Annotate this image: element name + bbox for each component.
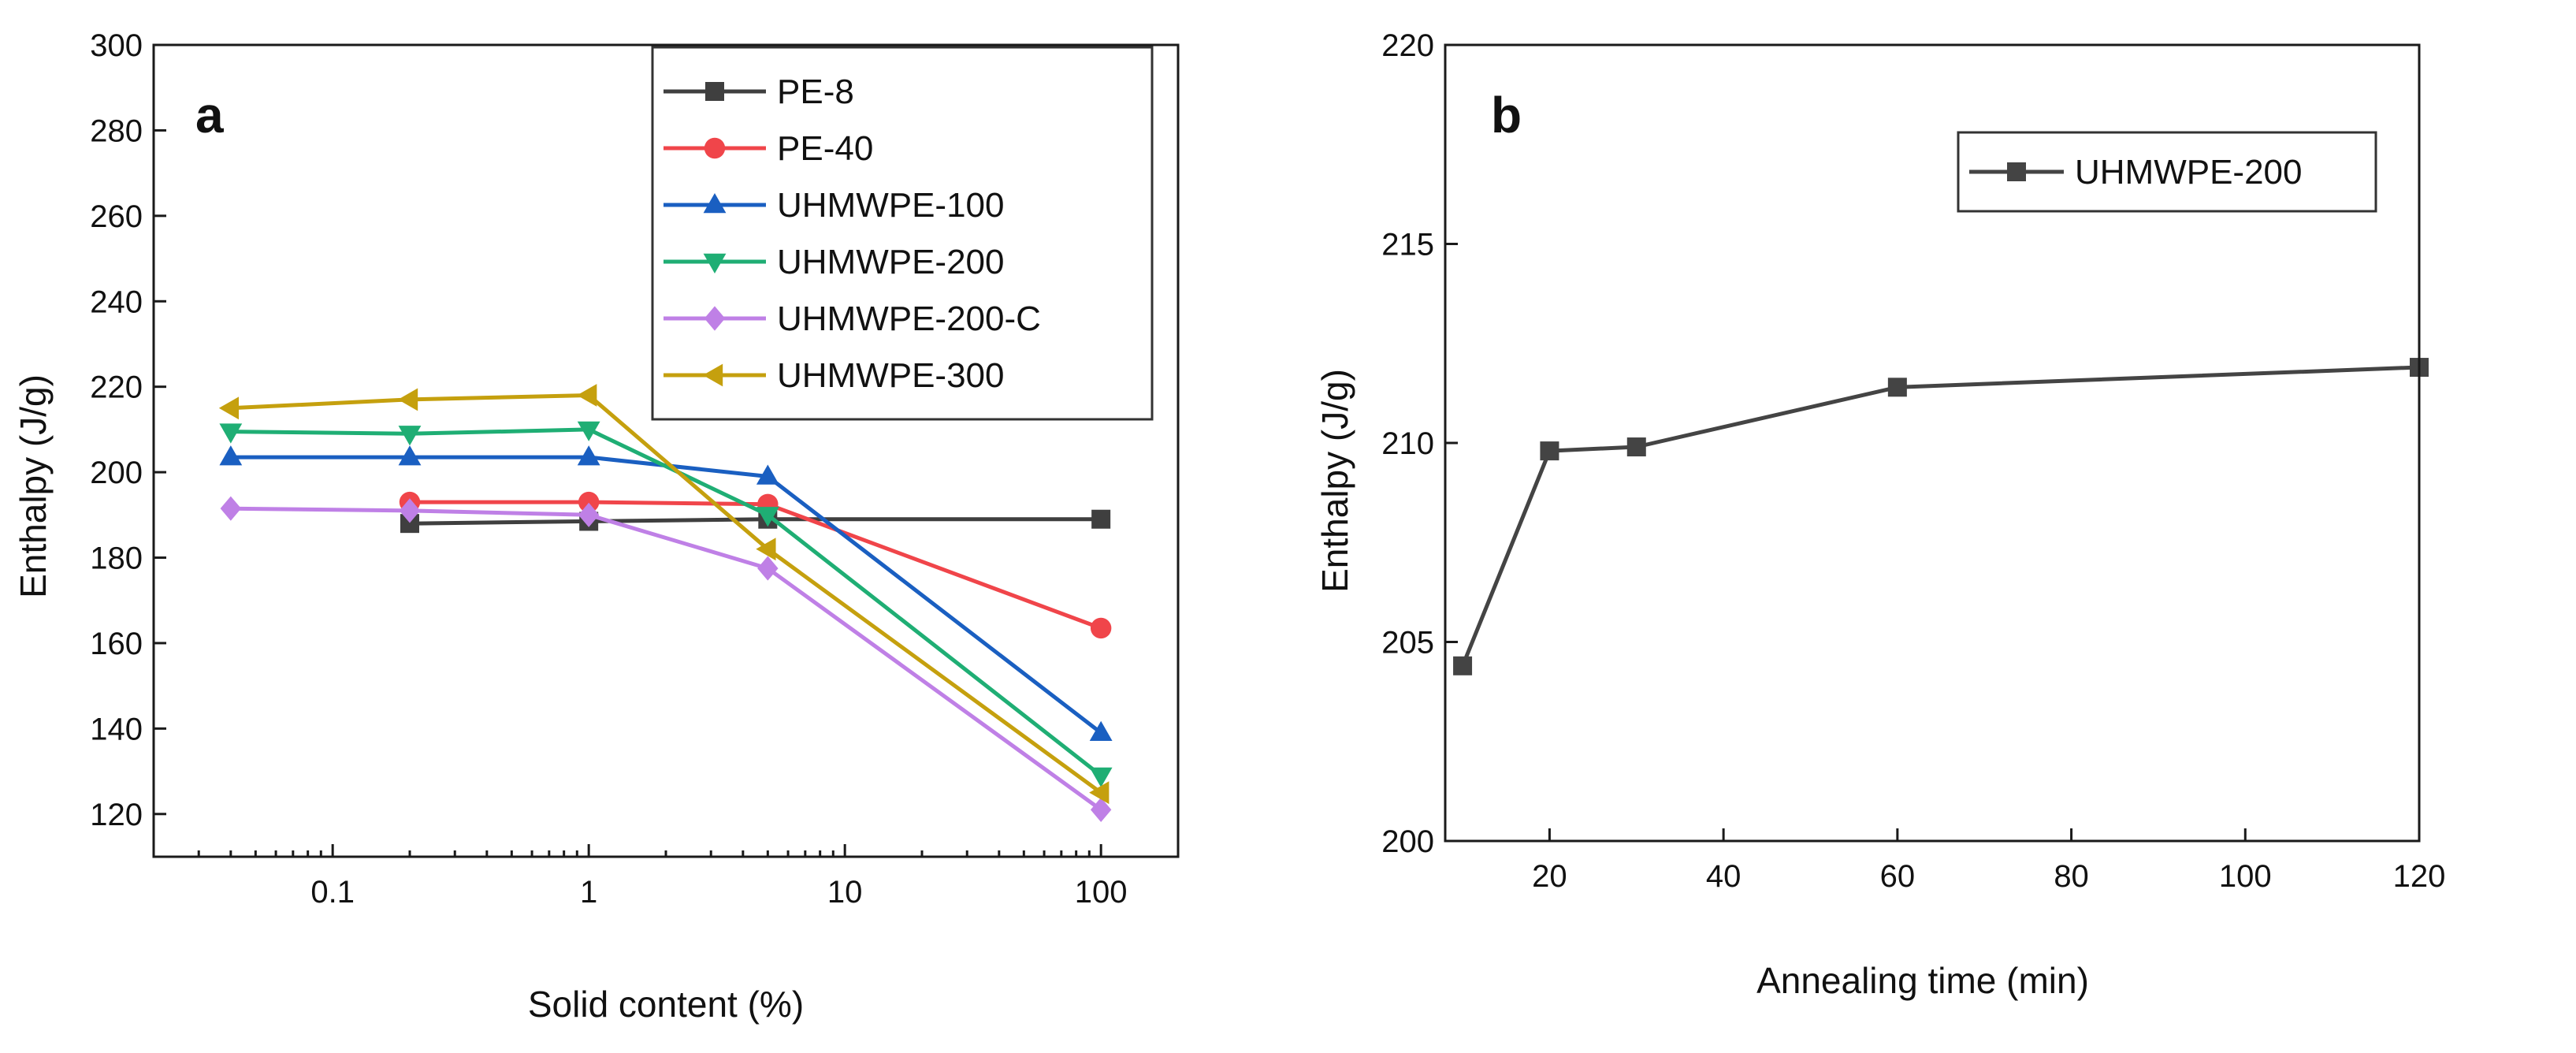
panel-a-x-tick-label: 100	[1075, 875, 1128, 910]
panel-a-series-uhmwpe-300-point	[398, 388, 418, 411]
panel-b-x-tick-label: 100	[2219, 859, 2272, 894]
panel-a-y-tick-label: 160	[90, 627, 143, 661]
panel-a-series-pe-40-line	[410, 500, 1102, 631]
panel-a-ticks: 0.1 1 10 100 120 140 160 180 200 220 240 260 280 300	[90, 28, 1127, 910]
panel-a-series-uhmwpe-100-point	[1089, 720, 1113, 741]
panel-a-legend-pe-8-label: PE-8	[777, 73, 854, 111]
panel-a-series-pe-8-point	[1091, 509, 1111, 529]
panel-a-series-uhmwpe-300-point	[1089, 781, 1110, 805]
panel-b-x-axis-label: Annealing time (min)	[1756, 960, 2089, 1001]
panel-a-x-tick-label: 10	[827, 875, 863, 910]
panel-a-legend-uhmwpe-200-marker	[703, 253, 727, 273]
panel-a-series-uhmwpe-200-point	[219, 423, 243, 444]
panel-a-y-tick-label: 220	[90, 370, 143, 405]
panel-a-series-uhmwpe-300-point	[218, 396, 240, 420]
panel-a-y-tick-label: 120	[90, 798, 143, 832]
panel-b-series-uhmwpe-200-point	[1453, 656, 1473, 675]
panel-a-legend-pe-40-label: PE-40	[777, 129, 873, 168]
panel-a-legend-uhmwpe-200-c-marker	[704, 306, 726, 331]
panel-a-series-uhmwpe-200-c-point	[399, 498, 421, 523]
panel-a-series-uhmwpe-300-point	[577, 384, 597, 407]
panel-b-x-tick-label: 40	[1706, 859, 1741, 894]
panel-a-letter: a	[195, 87, 224, 143]
panel-b-x-tick-label: 120	[2393, 859, 2446, 894]
panel-b-x-tick-label: 80	[2054, 859, 2089, 894]
panel-b-legend-uhmwpe-200-marker	[2007, 162, 2026, 181]
panel-b-y-axis-label: Enthalpy (J/g)	[1314, 369, 1355, 593]
panel-a-series-uhmwpe-200-point	[577, 421, 600, 441]
panel-b-x-tick-label: 60	[1880, 859, 1916, 894]
panel-a-series-uhmwpe-300-point	[756, 538, 776, 561]
panel-b-x-tick-label: 20	[1532, 859, 1567, 894]
panel-a-y-tick-label: 260	[90, 199, 143, 234]
panel-a-series-uhmwpe-100-point	[398, 445, 422, 466]
panel-a-series-uhmwpe-200-c-point	[578, 502, 600, 527]
panel-a-legend-uhmwpe-100-label: UHMWPE-100	[777, 186, 1005, 225]
panel-a-x-tick-label: 0.1	[310, 875, 355, 910]
panel-a-legend-uhmwpe-200-c-label: UHMWPE-200-C	[777, 300, 1041, 338]
panel-a-series-uhmwpe-100-point	[756, 464, 779, 485]
panel-a-legend-uhmwpe-100-marker	[703, 193, 727, 214]
panel-a-legend-pe-8-marker	[705, 82, 724, 101]
panel-a-series-uhmwpe-200-c-point	[1090, 797, 1112, 822]
panel-b-ticks: 20 40 60 80 100 120 200 205 210 215 220	[1381, 28, 2445, 894]
panel-a-legend-pe-40-marker	[704, 137, 726, 159]
panel-a-series-layer	[218, 384, 1113, 822]
panel-b-y-tick-label: 220	[1381, 28, 1434, 63]
panel-a-series-uhmwpe-200-c-point	[757, 556, 779, 581]
panel-a-series-uhmwpe-200-point	[1089, 767, 1113, 787]
panel-a-series-uhmwpe-200-point	[756, 507, 779, 527]
panel-b-series-uhmwpe-200-point	[1626, 437, 1646, 457]
panel-b-plot-frame	[1444, 43, 2421, 843]
panel-b-letter: b	[1491, 87, 1522, 143]
panel-a-legend: PE-8 PE-40 UHMWPE-100 UHMWPE-200 UHMWPE-200-…	[651, 46, 1154, 421]
panel-a-plot-frame	[152, 43, 1180, 858]
panel-a-legend-uhmwpe-300-marker	[703, 363, 723, 387]
panel-a-y-tick-label: 240	[90, 285, 143, 319]
panel-a-x-axis-label: Solid content (%)	[528, 984, 804, 1025]
panel-a-x-tick-label: 1	[580, 875, 597, 910]
panel-a-y-tick-label: 200	[90, 456, 143, 490]
panel-b-legend-uhmwpe-200-label: UHMWPE-200	[2075, 153, 2303, 192]
panel-b-y-tick-label: 205	[1381, 626, 1434, 660]
panel-a-chart: a Solid content (%) Enthalpy (J/g) 0.1 1 1…	[13, 28, 1180, 1025]
panel-a-series-pe-8-line	[409, 517, 1102, 526]
panel-a-series-uhmwpe-200-c-point	[220, 496, 242, 521]
panel-b-legend: UHMWPE-200	[1957, 131, 2377, 213]
panel-b-chart: b Annealing time (min) Enthalpy (J/g) 20…	[1314, 28, 2445, 1001]
panel-a-y-tick-label: 300	[90, 28, 143, 63]
panel-a-y-axis-label: Enthalpy (J/g)	[13, 374, 54, 598]
panel-a-series-pe-40-point	[578, 491, 600, 513]
panel-a-series-uhmwpe-100-point	[577, 445, 600, 466]
panel-b-series-uhmwpe-200-point	[1540, 441, 1559, 461]
panel-a-series-uhmwpe-200-point	[398, 426, 422, 446]
panel-a-legend-uhmwpe-200-label: UHMWPE-200	[777, 243, 1005, 281]
panel-b-y-tick-label: 215	[1381, 228, 1434, 262]
panel-a-y-tick-label: 180	[90, 541, 143, 576]
panel-a-legend-box	[651, 46, 1154, 421]
panel-a-legend-uhmwpe-300-label: UHMWPE-300	[777, 356, 1005, 395]
panel-b-y-tick-label: 210	[1381, 426, 1434, 461]
panel-a-y-tick-label: 140	[90, 712, 143, 746]
panel-a-series-uhmwpe-100-point	[219, 445, 243, 466]
panel-a-series-pe-40-point	[1090, 617, 1112, 639]
panel-b-y-tick-label: 200	[1381, 824, 1434, 859]
panel-a-y-tick-label: 280	[90, 113, 143, 148]
panel-b-series-uhmwpe-200-point	[1887, 378, 1907, 397]
